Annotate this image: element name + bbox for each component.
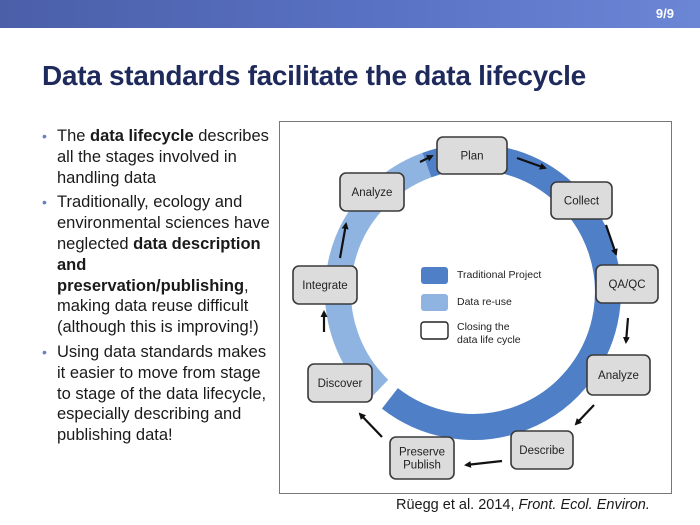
- lifecycle-diagram: Plan Collect QA/QC Analyze Describe PreserveP…: [292, 136, 659, 480]
- bullet-dot-icon: •: [42, 194, 47, 211]
- stage-box-discover: Discover: [307, 363, 373, 403]
- stage-box-analyze: Analyze: [339, 172, 405, 212]
- legend-label: Data re-use: [457, 296, 512, 308]
- flow-arrow-icon: [516, 156, 547, 170]
- flow-arrow-icon: [419, 155, 434, 163]
- traditional-project-ring: [381, 143, 621, 440]
- flow-arrow-icon: [604, 224, 618, 256]
- bullet-dot-icon: •: [42, 128, 47, 144]
- citation-authors: Rüegg et al. 2014,: [396, 497, 519, 513]
- flow-arrow-icon: [622, 317, 630, 344]
- stage-box-analyze: Analyze: [586, 354, 651, 396]
- top-bar: 9/9: [0, 0, 700, 28]
- bullet-dot-icon: •: [42, 343, 47, 360]
- legend-label: data life cycle: [457, 334, 521, 346]
- slide-title: Data standards facilitate the data lifec…: [42, 60, 586, 91]
- legend-label: Traditional Project: [457, 269, 541, 281]
- bullet-text: Traditionally, ecology and environmental…: [57, 193, 270, 253]
- flow-arrow-icon: [464, 459, 503, 468]
- legend-swatch: [420, 321, 449, 340]
- flow-arrow-icon: [338, 222, 349, 259]
- stage-label: Analyze: [352, 187, 393, 199]
- flow-arrow-icon: [358, 412, 383, 438]
- citation: Rüegg et al. 2014, Front. Ecol. Environ.: [396, 497, 650, 513]
- bullet-text: , making data reuse difficult (although …: [57, 276, 259, 337]
- legend-item: Traditional Project: [421, 267, 541, 284]
- data-lifecycle-figure: Plan Collect QA/QC Analyze Describe Preserve P…: [279, 121, 672, 494]
- bullet-bold-text: data lifecycle: [90, 127, 194, 145]
- citation-journal: Front. Ecol. Environ.: [518, 497, 650, 513]
- stage-label: Describe: [519, 445, 564, 457]
- legend-item: Data re-use: [421, 294, 512, 311]
- stage-label: QA/QC: [608, 279, 645, 291]
- stage-label: Analyze: [598, 370, 639, 382]
- bullet-item: • Traditionally, ecology and environmenta…: [42, 192, 270, 338]
- legend-swatch: [421, 294, 448, 311]
- stage-label: Preserve: [399, 447, 445, 459]
- bullet-text: The: [57, 127, 91, 145]
- legend-swatch: [421, 267, 448, 284]
- bullet-bold-text: data description and preservation/publis…: [57, 234, 261, 295]
- stage-label: Publish: [403, 460, 441, 472]
- stage-box-plan: Plan: [436, 136, 508, 175]
- legend: Traditional Project Data re-use Closing th…: [420, 267, 541, 346]
- bullet-list: • The data lifecycle describes all the st…: [42, 126, 270, 450]
- stage-box-collect: Collect: [550, 181, 613, 220]
- bullet-item: • Using data standards makes it easier to…: [42, 342, 270, 446]
- stage-box-qa-qc: QA/QC: [595, 264, 659, 304]
- stage-box-integrate: Integrate: [292, 265, 358, 305]
- page-number: 9/9: [655, 6, 674, 21]
- stage-label: Integrate: [302, 280, 347, 292]
- legend-label: Closing the: [457, 321, 510, 333]
- flow-arrow-icon: [574, 404, 595, 426]
- stage-box-describe: Describe: [510, 430, 574, 470]
- stage-label: Discover: [318, 378, 363, 390]
- stage-label: Collect: [564, 196, 600, 208]
- bullet-item: • The data lifecycle describes all the st…: [42, 126, 270, 188]
- bullet-text: Using data standards makes it easier to …: [57, 342, 267, 445]
- bullet-text: describes all the stages involved in han…: [57, 127, 269, 187]
- stage-label: Plan: [460, 151, 483, 163]
